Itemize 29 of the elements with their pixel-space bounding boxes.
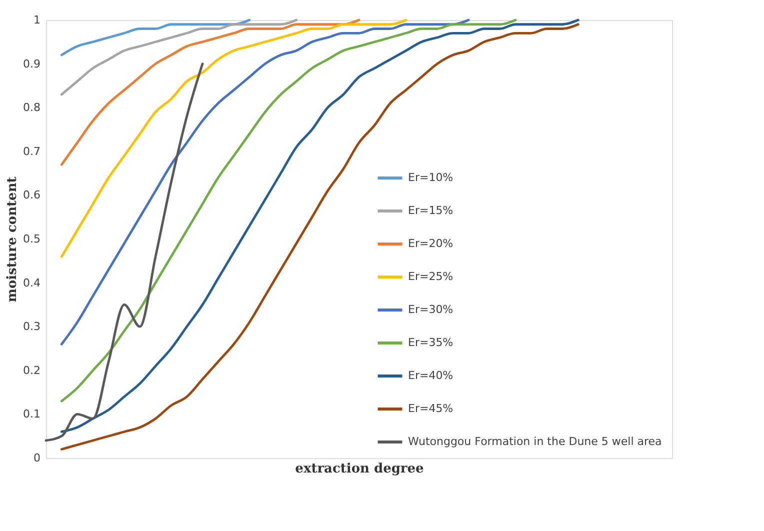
legend-label: Wutonggou Formation in the Dune 5 well area	[408, 435, 662, 448]
line-series	[60, 18, 298, 96]
y-tick-label: 0	[34, 452, 40, 464]
legend-label: Er=30%	[408, 303, 454, 316]
legend-label: Er=35%	[408, 336, 454, 349]
line-series	[60, 18, 470, 346]
y-tick-label: 1	[34, 14, 40, 26]
line-series	[60, 18, 251, 56]
y-tick-label: 0.7	[23, 144, 40, 158]
legend-label: Er=20%	[408, 237, 454, 250]
y-tick-label: 0.5	[23, 232, 40, 246]
x-axis-title: extraction degree	[295, 462, 424, 476]
line-series	[60, 18, 517, 402]
y-tick-label: 0.4	[23, 276, 40, 290]
legend-label: Er=45%	[408, 402, 454, 415]
y-tick-label: 0.2	[23, 364, 40, 377]
legend-label: Er=25%	[408, 270, 454, 283]
y-tick-label: 0.6	[23, 188, 40, 202]
legend-label: Er=40%	[408, 369, 454, 382]
line-series	[44, 62, 204, 442]
legend-label: Er=15%	[408, 204, 454, 217]
y-tick-label: 0.8	[23, 101, 40, 114]
line-series	[60, 18, 360, 166]
y-tick-label: 0.9	[23, 57, 40, 70]
y-tick-label: 0.1	[23, 408, 40, 421]
y-axis-title: moisture content	[5, 176, 20, 302]
y-tick-label: 0.3	[23, 320, 40, 334]
line-series	[60, 18, 408, 258]
legend-label: Er=10%	[408, 171, 454, 184]
